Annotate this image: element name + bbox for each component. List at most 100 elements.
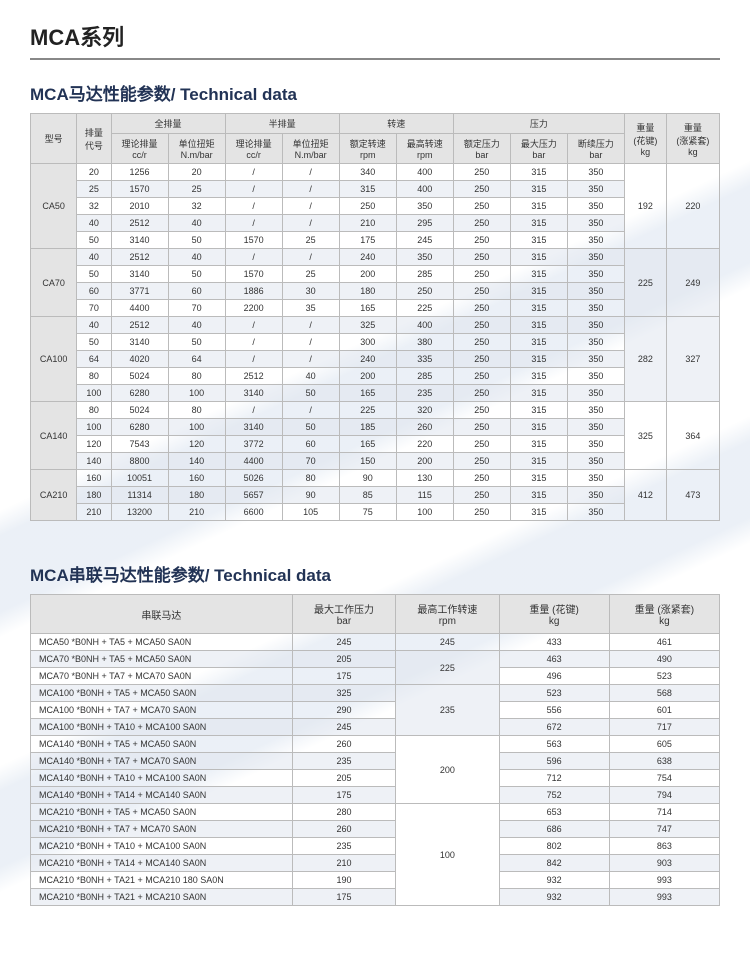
data-cell: 50	[168, 266, 225, 283]
data-cell: 340	[339, 164, 396, 181]
col-header: 重量(涨紧套)kg	[666, 114, 719, 164]
data-cell: 4400	[111, 300, 168, 317]
data-cell: 140	[77, 453, 111, 470]
data-cell: 6280	[111, 385, 168, 402]
table-row: CA21016010051160502680901302503153504124…	[31, 470, 720, 487]
data-cell: 350	[567, 249, 624, 266]
data-cell: /	[282, 198, 339, 215]
weight-spline-cell: 192	[624, 164, 666, 249]
data-cell: 523	[609, 668, 719, 685]
data-cell: 100	[77, 385, 111, 402]
data-cell: 150	[339, 453, 396, 470]
data-cell: 315	[510, 300, 567, 317]
data-cell: 25	[77, 181, 111, 198]
data-cell: 250	[453, 164, 510, 181]
data-cell: 35	[282, 300, 339, 317]
model-cell: CA140	[31, 402, 77, 470]
data-cell: 70	[282, 453, 339, 470]
data-cell: 350	[567, 436, 624, 453]
data-cell: 2512	[111, 215, 168, 232]
data-cell: 250	[339, 198, 396, 215]
data-cell: /	[282, 164, 339, 181]
data-cell: 350	[567, 385, 624, 402]
data-cell: 315	[339, 181, 396, 198]
data-cell: 250	[453, 402, 510, 419]
data-cell: 185	[339, 419, 396, 436]
data-cell: /	[225, 351, 282, 368]
data-cell: 32	[77, 198, 111, 215]
data-cell: 315	[510, 368, 567, 385]
data-cell: 250	[453, 436, 510, 453]
data-cell: 350	[567, 181, 624, 198]
data-cell: /	[282, 215, 339, 232]
table-row: MCA210 *B0NH + TA14 + MCA140 SA0N2108429…	[31, 855, 720, 872]
table-row: 1207543120377260165220250315350	[31, 436, 720, 453]
data-cell: /	[225, 402, 282, 419]
data-cell: 240	[339, 351, 396, 368]
data-cell: 932	[499, 872, 609, 889]
data-cell: 315	[510, 266, 567, 283]
data-cell: 4400	[225, 453, 282, 470]
data-cell: 350	[567, 317, 624, 334]
data-cell: 250	[453, 419, 510, 436]
data-cell: 190	[292, 872, 395, 889]
data-cell: 3772	[225, 436, 282, 453]
data-cell: 5657	[225, 487, 282, 504]
data-cell: 350	[567, 266, 624, 283]
table-row: 64402064//240335250315350	[31, 351, 720, 368]
data-cell: 3140	[111, 232, 168, 249]
data-cell: 225	[339, 402, 396, 419]
weight-shrink-cell: 473	[666, 470, 719, 521]
data-cell: 80	[77, 368, 111, 385]
data-cell: 315	[510, 504, 567, 521]
data-cell: 842	[499, 855, 609, 872]
data-cell: 350	[567, 164, 624, 181]
table-row: 80502480251240200285250315350	[31, 368, 720, 385]
tandem-motor-table: 串联马达最大工作压力bar最高工作转速rpm重量 (花键)kg重量 (涨紧套)k…	[30, 594, 720, 906]
table-row: MCA100 *B0NH + TA10 + MCA100 SA0N2456727…	[31, 719, 720, 736]
data-cell: 6600	[225, 504, 282, 521]
col-header: 转速	[339, 114, 453, 134]
table-row: 60377160188630180250250315350	[31, 283, 720, 300]
data-cell: 932	[499, 889, 609, 906]
motor-name-cell: MCA100 *B0NH + TA7 + MCA70 SA0N	[31, 702, 293, 719]
table-row: CA14080502480//225320250315350325364	[31, 402, 720, 419]
motor-name-cell: MCA100 *B0NH + TA10 + MCA100 SA0N	[31, 719, 293, 736]
data-cell: /	[225, 317, 282, 334]
data-cell: 210	[339, 215, 396, 232]
table2-body: MCA50 *B0NH + TA5 + MCA50 SA0N2452454334…	[31, 634, 720, 906]
data-cell: 245	[292, 719, 395, 736]
data-cell: 175	[339, 232, 396, 249]
data-cell: 165	[339, 436, 396, 453]
table-row: CA7040251240//240350250315350225249	[31, 249, 720, 266]
data-cell: 260	[292, 821, 395, 838]
data-cell: 250	[396, 283, 453, 300]
col-subheader: 断续压力bar	[567, 134, 624, 164]
data-cell: 380	[396, 334, 453, 351]
data-cell: 596	[499, 753, 609, 770]
data-cell: 315	[510, 283, 567, 300]
data-cell: 250	[453, 232, 510, 249]
data-cell: 90	[339, 470, 396, 487]
data-cell: 315	[510, 215, 567, 232]
data-cell: 235	[292, 838, 395, 855]
data-cell: 2512	[225, 368, 282, 385]
data-cell: 40	[168, 215, 225, 232]
table-row: MCA210 *B0NH + TA5 + MCA50 SA0N280100653…	[31, 804, 720, 821]
data-cell: 315	[510, 198, 567, 215]
data-cell: 210	[168, 504, 225, 521]
data-cell: 64	[168, 351, 225, 368]
table-row: MCA140 *B0NH + TA14 + MCA140 SA0N1757527…	[31, 787, 720, 804]
col-subheader: 单位扭矩N.m/bar	[282, 134, 339, 164]
data-cell: 250	[453, 181, 510, 198]
data-cell: 80	[282, 470, 339, 487]
data-cell: 802	[499, 838, 609, 855]
data-cell: 250	[453, 283, 510, 300]
data-cell: 245	[292, 634, 395, 651]
data-cell: /	[282, 317, 339, 334]
data-cell: 315	[510, 164, 567, 181]
data-cell: /	[282, 334, 339, 351]
table-row: 1801131418056579085115250315350	[31, 487, 720, 504]
data-cell: 717	[609, 719, 719, 736]
data-cell: 250	[453, 334, 510, 351]
